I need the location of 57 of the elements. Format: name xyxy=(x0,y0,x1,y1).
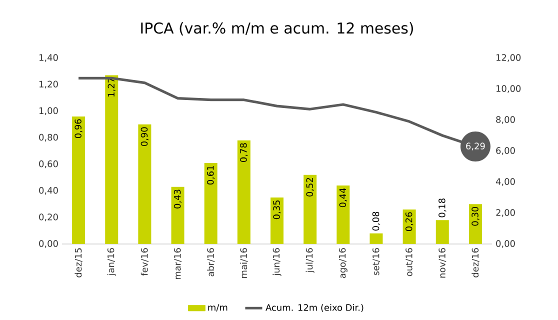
x-tick-label: fev/16 xyxy=(140,248,149,276)
x-tick-label: ago/16 xyxy=(338,248,348,278)
bar xyxy=(370,233,383,244)
y2-tick-label: 0,00 xyxy=(496,240,515,248)
x-tick-label: out/16 xyxy=(406,248,414,276)
legend-label: Acum. 12m (eixo Dir.) xyxy=(266,304,364,312)
data-label: 0,35 xyxy=(273,200,281,220)
legend-label: m/m xyxy=(208,304,228,312)
data-label: 0,18 xyxy=(438,198,446,218)
data-label: 0,61 xyxy=(207,166,215,185)
data-label: 0,44 xyxy=(339,188,348,208)
y2-tick-label: 12,00 xyxy=(496,54,521,62)
data-label: 0,78 xyxy=(240,143,248,162)
y-tick-label: 0,00 xyxy=(39,240,58,248)
bar xyxy=(270,198,284,244)
x-tick-label: jan/16 xyxy=(107,248,116,276)
x-tick-label: set/16 xyxy=(372,248,380,276)
data-label: 0,30 xyxy=(472,206,480,226)
y-tick-label: 0,20 xyxy=(39,214,58,222)
data-label: 0,08 xyxy=(372,212,380,231)
bar xyxy=(402,209,416,244)
data-label: 0,52 xyxy=(306,178,314,196)
bar xyxy=(204,162,218,244)
y2-tick-label: 2,00 xyxy=(496,209,515,217)
data-label: 0,96 xyxy=(74,119,82,138)
bar xyxy=(436,220,449,244)
x-tick-label: mai/16 xyxy=(240,248,248,278)
x-tick-label: mar/16 xyxy=(174,248,182,280)
y2-tick-label: 10,00 xyxy=(496,85,521,93)
data-label: 0,43 xyxy=(174,190,182,208)
x-tick-label: nov/16 xyxy=(438,248,446,278)
x-tick-label: jul/16 xyxy=(306,248,314,273)
bar xyxy=(72,116,86,244)
bar xyxy=(138,124,152,244)
x-tick-label: abr/16 xyxy=(207,248,215,276)
y-tick-label: 1,20 xyxy=(40,80,58,88)
data-label: 6,29 xyxy=(466,142,485,150)
y2-tick-label: 6,00 xyxy=(496,147,515,155)
x-tick-label: dez/16 xyxy=(472,248,480,278)
bar xyxy=(105,75,118,244)
y2-tick-label: 8,00 xyxy=(496,116,515,124)
y-tick-label: 0,80 xyxy=(39,134,58,142)
y-tick-label: 1,00 xyxy=(40,107,58,115)
bar xyxy=(336,186,350,244)
bar xyxy=(468,204,482,244)
bar xyxy=(304,174,317,244)
data-label: 0,90 xyxy=(140,127,149,146)
x-tick-label: dez/15 xyxy=(74,248,82,278)
data-label: 0,26 xyxy=(405,212,414,232)
y-tick-label: 0,60 xyxy=(39,160,58,168)
x-tick-label: jun/16 xyxy=(272,248,282,276)
bar xyxy=(237,140,250,244)
y-tick-label: 0,40 xyxy=(39,187,58,195)
y-tick-label: 1,40 xyxy=(40,54,58,62)
y2-tick-label: 4,00 xyxy=(496,178,515,186)
bar xyxy=(171,186,184,244)
chart-title: IPCA (var.% m/m e acum. 12 meses) xyxy=(141,22,413,36)
